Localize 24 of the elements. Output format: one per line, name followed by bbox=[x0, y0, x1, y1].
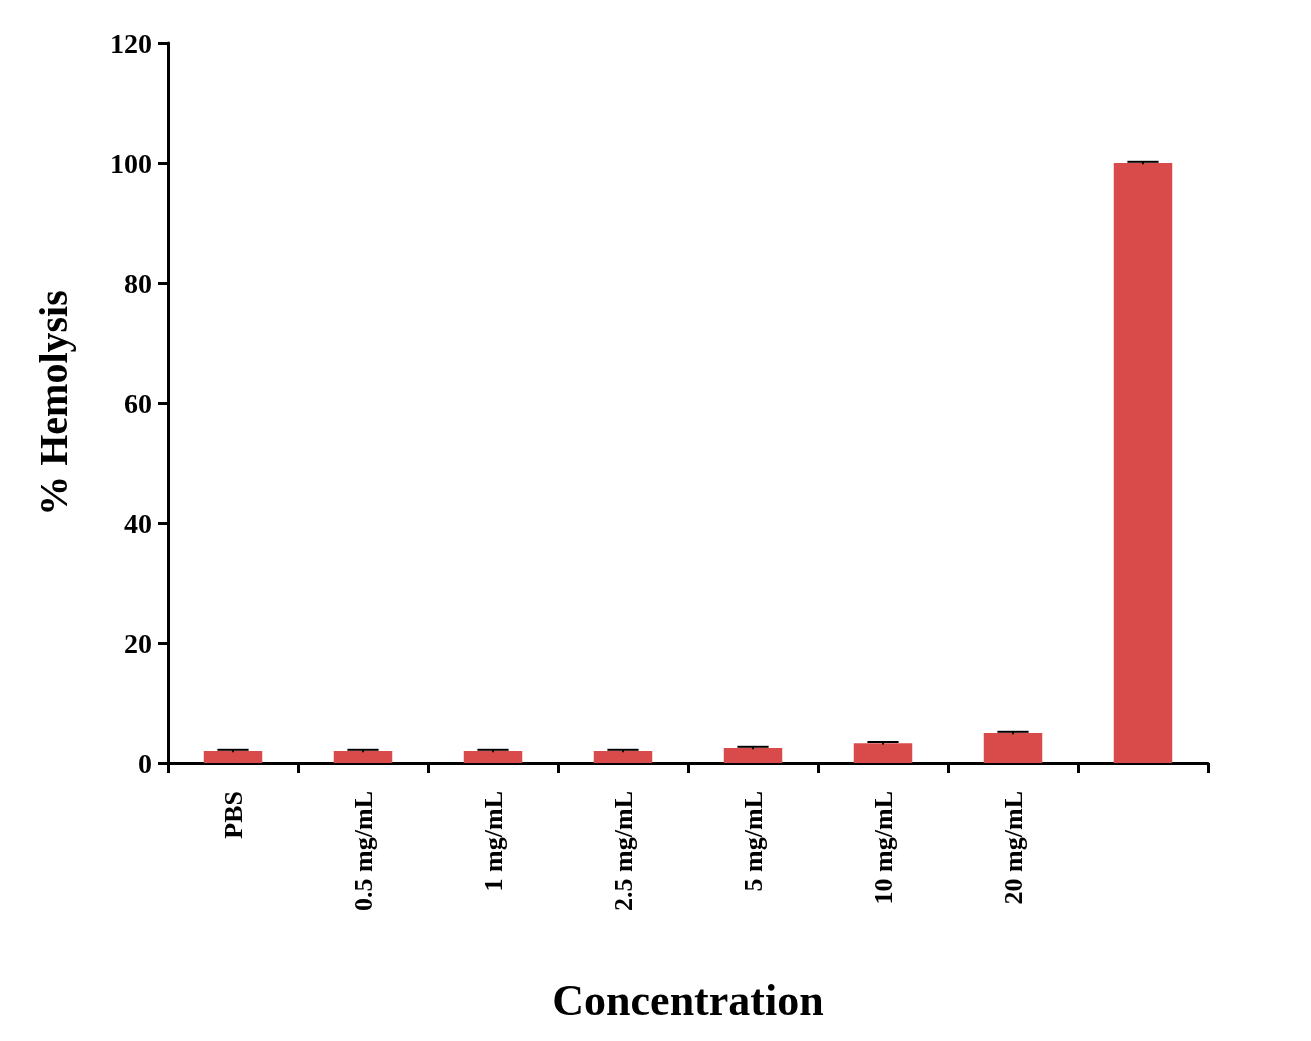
x-tick-label: 20 mg/mL bbox=[998, 791, 1028, 905]
bar bbox=[203, 751, 263, 763]
y-tick-label: 0 bbox=[138, 747, 152, 779]
bar bbox=[593, 751, 653, 763]
y-tick-label: 60 bbox=[124, 387, 152, 419]
x-tick-label: 1 mg/mL bbox=[478, 791, 508, 892]
y-tick-label: 20 bbox=[124, 627, 152, 659]
bar bbox=[983, 733, 1043, 763]
y-tick-label: 120 bbox=[110, 27, 152, 59]
x-tick-label: 5 mg/mL bbox=[738, 791, 768, 892]
bar bbox=[333, 751, 393, 763]
bar bbox=[853, 743, 913, 763]
x-axis-title: Concentration bbox=[552, 975, 824, 1025]
bar bbox=[463, 751, 523, 763]
x-tick-label: PBS bbox=[218, 791, 248, 839]
y-tick-label: 80 bbox=[124, 267, 152, 299]
x-tick-label: 10 mg/mL bbox=[868, 791, 898, 905]
bar bbox=[1113, 163, 1173, 763]
y-axis-title: % Hemolysis bbox=[30, 290, 76, 516]
x-tick-label: 0.5 mg/mL bbox=[348, 791, 378, 911]
bar bbox=[723, 748, 783, 763]
y-tick-label: 40 bbox=[124, 507, 152, 539]
x-tick-label: 2.5 mg/mL bbox=[608, 791, 638, 911]
y-tick-label: 100 bbox=[110, 147, 152, 179]
